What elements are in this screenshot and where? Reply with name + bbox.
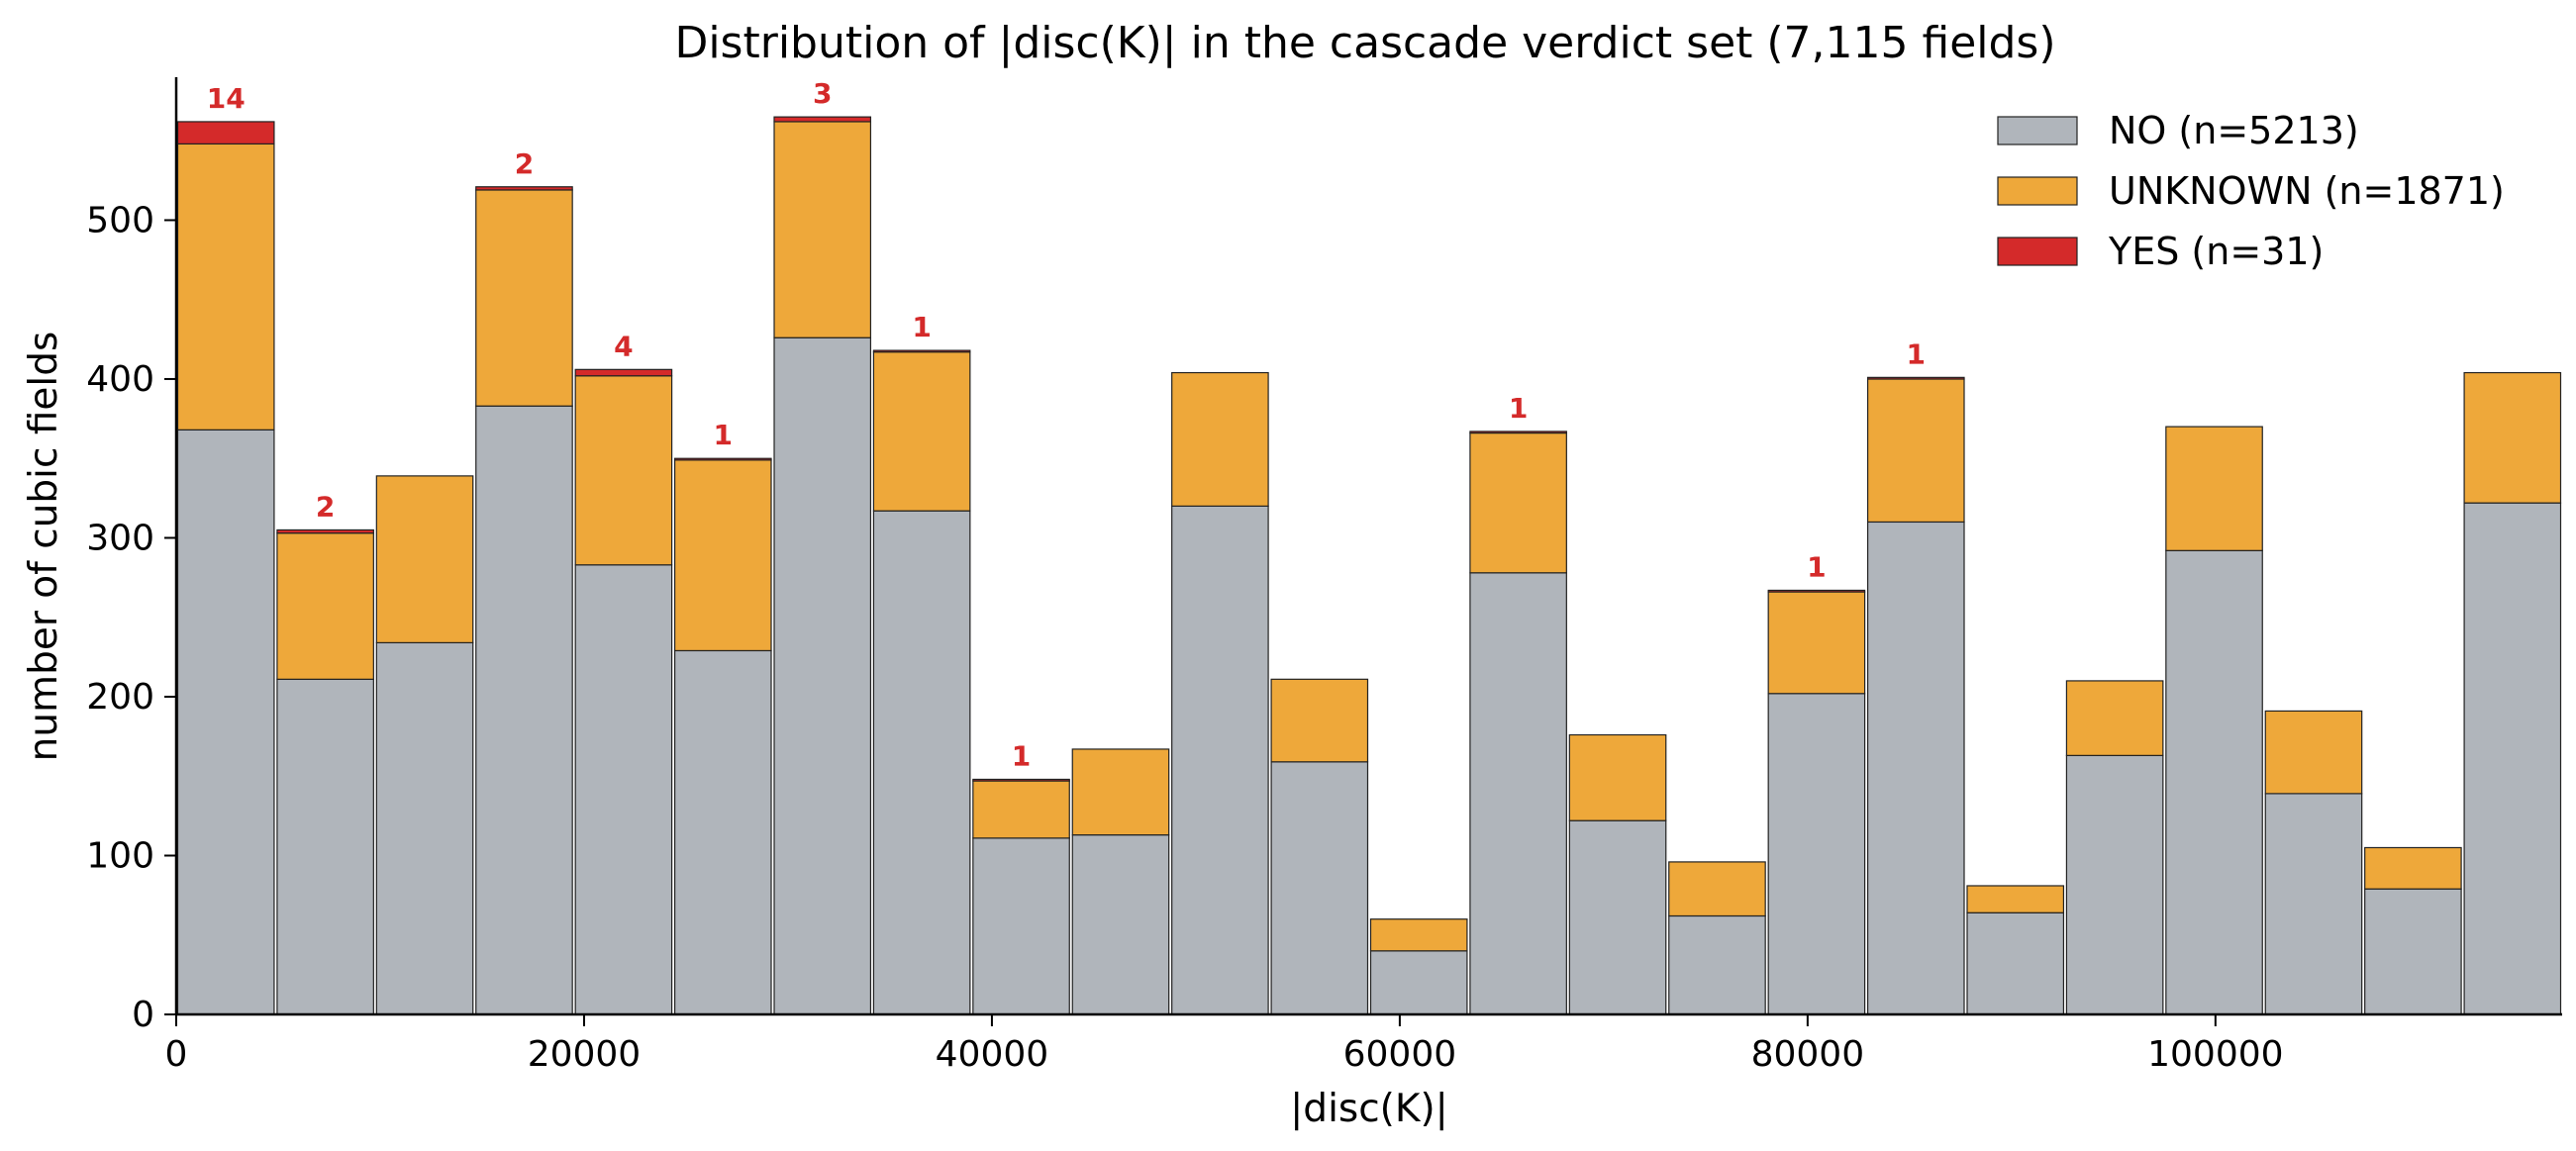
- yes-count-label-bin-13: 1: [1509, 392, 1528, 425]
- bar-no-bin-18: [1966, 911, 2065, 1015]
- bar-unknown-bin-10: [1171, 371, 1269, 507]
- bar-no-bin-8: [972, 837, 1070, 1015]
- y-tick-label: 100: [86, 835, 154, 876]
- yes-count-labels: 14 2 2 4 1 3 1 1 1 1 1: [207, 77, 1926, 772]
- bar-unknown-bin-5: [673, 459, 772, 652]
- bar-no-bin-2: [375, 641, 474, 1015]
- bar-no-bin-17: [1866, 521, 1965, 1015]
- bar-yes-bin-4: [574, 368, 673, 377]
- bar-unknown-bin-7: [872, 351, 971, 512]
- bar-yes-bin-8: [972, 778, 1070, 782]
- y-tick-label: 400: [86, 359, 154, 400]
- yes-count-label-bin-3: 2: [515, 147, 534, 180]
- legend: NO (n=5213) UNKNOWN (n=1871) YES (n=31): [1997, 109, 2505, 273]
- legend-label-unknown: UNKNOWN (n=1871): [2109, 169, 2505, 213]
- bar-unknown-bin-14: [1568, 733, 1667, 821]
- bar-no-bin-12: [1369, 950, 1468, 1015]
- legend-label-no: NO (n=5213): [2109, 109, 2359, 152]
- legend-swatch-yes: [1997, 237, 2078, 266]
- y-tick-label: 300: [86, 518, 154, 558]
- bar-no-bin-11: [1270, 761, 1369, 1015]
- yes-count-label-bin-4: 4: [614, 330, 633, 362]
- bar-no-bin-20: [2165, 549, 2263, 1015]
- x-tick-label: 40000: [936, 1034, 1049, 1075]
- bar-unknown-bin-0: [176, 143, 275, 431]
- bar-yes-bin-16: [1767, 589, 1866, 593]
- bar-unknown-bin-12: [1369, 918, 1468, 952]
- yes-count-label-bin-7: 1: [912, 311, 931, 343]
- bar-no-bin-6: [773, 336, 872, 1015]
- bar-no-bin-14: [1568, 819, 1667, 1015]
- yes-count-label-bin-6: 3: [813, 77, 832, 110]
- legend-swatch-no: [1997, 116, 2078, 145]
- bar-unknown-bin-4: [574, 375, 673, 566]
- bar-no-bin-5: [673, 649, 772, 1015]
- bar-no-bin-15: [1668, 914, 1766, 1015]
- yes-count-label-bin-1: 2: [316, 490, 335, 523]
- bar-yes-bin-3: [475, 186, 573, 191]
- bar-unknown-bin-20: [2165, 426, 2263, 551]
- x-tick-label: 100000: [2147, 1034, 2283, 1075]
- bar-yes-bin-1: [276, 528, 374, 534]
- x-tick-label: 20000: [528, 1034, 642, 1075]
- bar-yes-bin-0: [176, 121, 275, 145]
- bar-no-bin-22: [2364, 888, 2462, 1015]
- bar-unknown-bin-13: [1469, 432, 1567, 574]
- bar-yes-bin-5: [673, 457, 772, 461]
- bar-unknown-bin-17: [1866, 378, 1965, 524]
- bar-no-bin-13: [1469, 572, 1567, 1015]
- bar-unknown-bin-6: [773, 121, 872, 338]
- y-tick-label: 500: [86, 200, 154, 240]
- bar-no-bin-23: [2463, 502, 2562, 1015]
- yes-count-label-bin-5: 1: [714, 419, 733, 451]
- x-tick-label: 80000: [1751, 1034, 1865, 1075]
- bar-unknown-bin-11: [1270, 678, 1369, 763]
- bar-unknown-bin-2: [375, 475, 474, 644]
- x-tick-label: 0: [165, 1034, 188, 1075]
- x-tick-label: 60000: [1343, 1034, 1457, 1075]
- y-tick-label: 200: [86, 677, 154, 718]
- chart-title: Distribution of |disc(K)| in the cascade…: [674, 18, 2055, 68]
- bar-no-bin-4: [574, 564, 673, 1015]
- yes-count-label-bin-0: 14: [207, 82, 246, 115]
- bar-no-bin-3: [475, 405, 573, 1015]
- y-ticks-group: 0 100 200 300 400 500: [86, 200, 176, 1035]
- bar-no-bin-21: [2264, 793, 2363, 1015]
- bar-unknown-bin-9: [1071, 748, 1170, 836]
- bar-unknown-bin-3: [475, 189, 573, 407]
- bar-yes-bin-6: [773, 116, 872, 123]
- legend-label-yes: YES (n=31): [2108, 230, 2324, 273]
- y-tick-label: 0: [132, 995, 154, 1035]
- yes-count-label-bin-16: 1: [1807, 550, 1826, 583]
- bar-yes-bin-17: [1866, 376, 1965, 380]
- legend-swatch-unknown: [1997, 176, 2078, 206]
- bar-unknown-bin-1: [276, 532, 374, 680]
- bar-no-bin-1: [276, 678, 374, 1015]
- bar-no-bin-10: [1171, 505, 1269, 1015]
- bar-yes-bin-7: [872, 349, 971, 353]
- bar-unknown-bin-21: [2264, 710, 2363, 795]
- bar-unknown-bin-8: [972, 780, 1070, 839]
- yes-count-label-bin-8: 1: [1012, 739, 1031, 772]
- axes-group: [174, 77, 2562, 1016]
- bar-unknown-bin-22: [2364, 846, 2462, 890]
- yes-count-label-bin-17: 1: [1907, 337, 1926, 370]
- bar-unknown-bin-19: [2065, 680, 2164, 756]
- bars-group: [176, 116, 2562, 1015]
- bar-no-bin-9: [1071, 834, 1170, 1015]
- y-axis-label: number of cubic fields: [22, 332, 66, 762]
- bar-unknown-bin-16: [1767, 591, 1866, 695]
- x-axis-label: |disc(K)|: [1290, 1087, 1448, 1131]
- bar-yes-bin-13: [1469, 431, 1567, 434]
- x-ticks-group: 0 20000 40000 60000 80000 100000: [165, 1014, 2284, 1075]
- bar-unknown-bin-15: [1668, 861, 1766, 917]
- bar-no-bin-0: [176, 429, 275, 1015]
- bar-unknown-bin-23: [2463, 371, 2562, 504]
- bar-no-bin-19: [2065, 754, 2164, 1015]
- bar-unknown-bin-18: [1966, 885, 2065, 913]
- bar-no-bin-16: [1767, 693, 1866, 1015]
- bar-no-bin-7: [872, 510, 971, 1015]
